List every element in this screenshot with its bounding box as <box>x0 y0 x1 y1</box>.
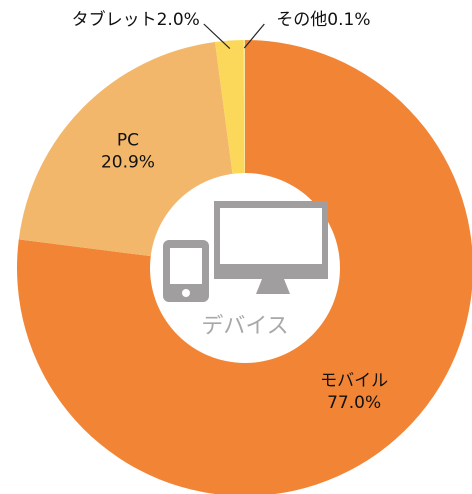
slice <box>17 40 472 494</box>
value-label: 0.1% <box>327 10 370 30</box>
value-label: 20.9% <box>101 153 155 173</box>
category-label: PC <box>117 131 139 151</box>
device-icons <box>163 201 328 302</box>
category-label: タブレット <box>72 9 157 30</box>
slice-label: モバイル 77.0% <box>320 371 388 413</box>
tablet-button <box>182 289 190 297</box>
monitor-screen <box>220 208 322 264</box>
slice-label: タブレット2.0% <box>72 9 200 30</box>
category-label: その他 <box>276 10 327 30</box>
center-label: デバイス <box>201 314 288 339</box>
category-label: モバイル <box>320 371 388 391</box>
leader-line <box>203 23 231 49</box>
value-label: 2.0% <box>157 10 200 30</box>
value-label: 77.0% <box>327 393 381 413</box>
tablet-screen <box>170 248 202 284</box>
slice-label: その他0.1% <box>276 10 370 30</box>
leader-line <box>243 23 265 49</box>
slice-label: PC 20.9% <box>101 131 155 173</box>
monitor-stand <box>256 279 290 294</box>
